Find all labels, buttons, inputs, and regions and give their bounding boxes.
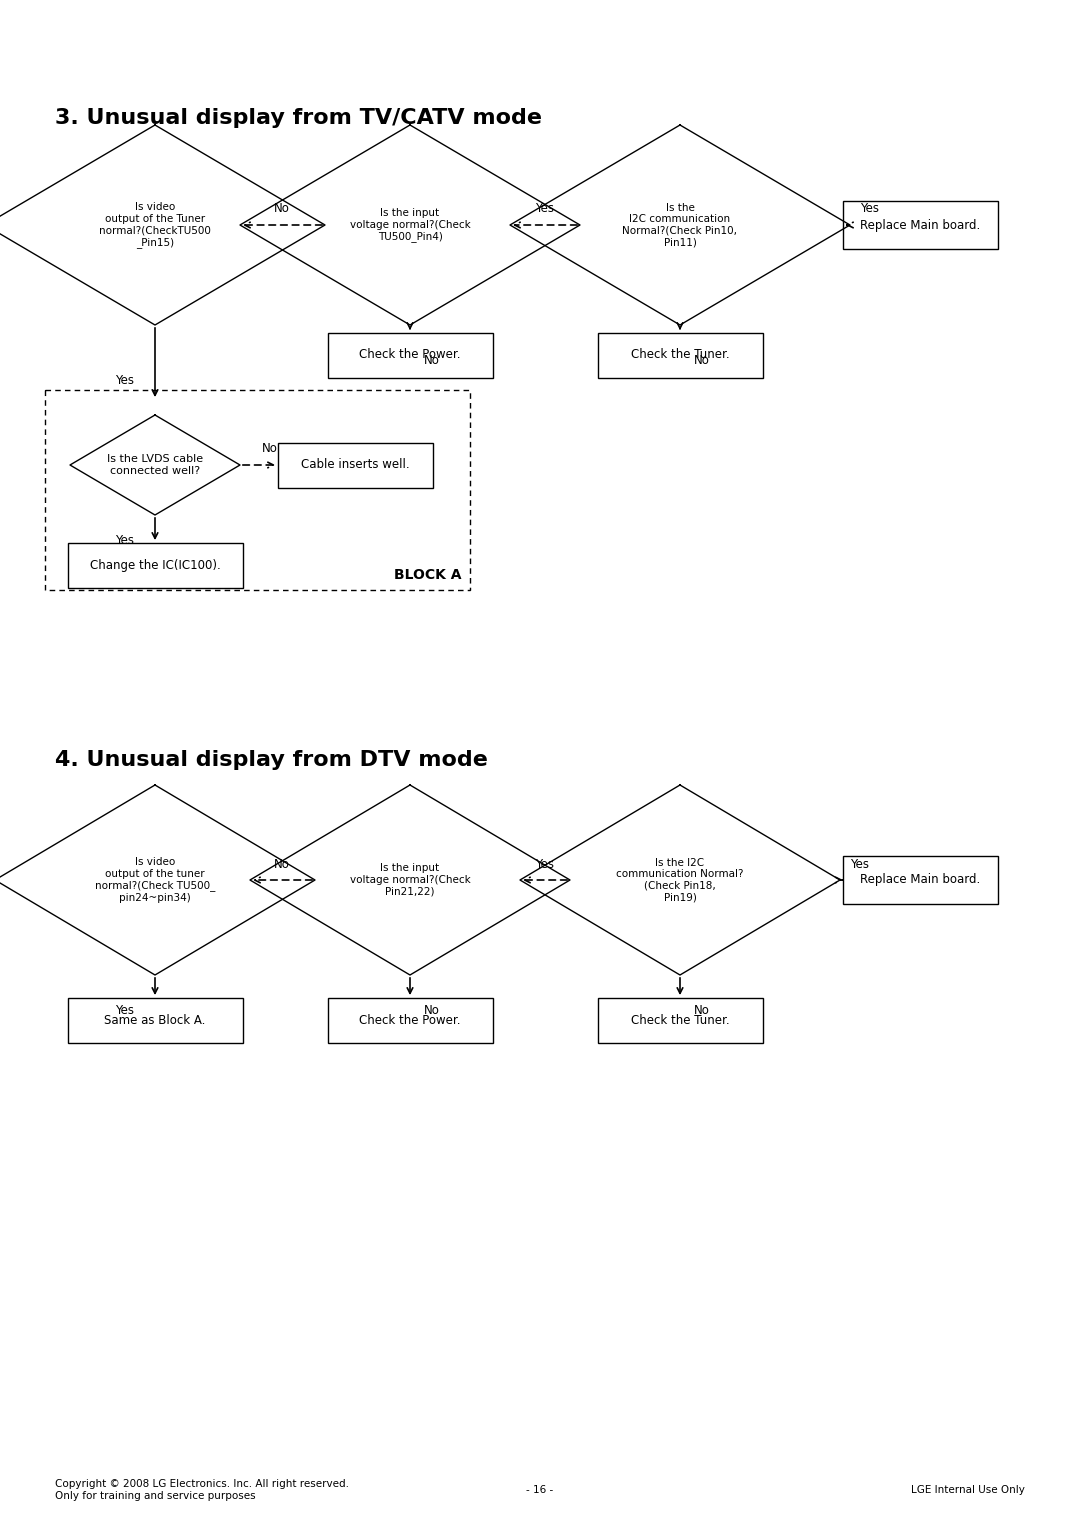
Text: No: No [694, 1004, 710, 1016]
Text: No: No [274, 857, 289, 871]
Bar [67, 542, 243, 587]
Text: Is the I2C
communication Normal?
(Check Pin18,
Pin19): Is the I2C communication Normal? (Check … [617, 857, 744, 903]
Text: Cable inserts well.: Cable inserts well. [300, 458, 409, 472]
Text: Replace Main board.: Replace Main board. [860, 874, 981, 886]
Text: Same as Block A.: Same as Block A. [105, 1013, 205, 1027]
Text: Is video
output of the Tuner
normal?(CheckTU500
_Pin15): Is video output of the Tuner normal?(Che… [99, 202, 211, 248]
Text: Yes: Yes [851, 857, 869, 871]
Bar [842, 856, 998, 905]
Text: Check the Power.: Check the Power. [360, 348, 461, 362]
Text: 4. Unusual display from DTV mode: 4. Unusual display from DTV mode [55, 750, 488, 770]
Text: Yes: Yes [116, 373, 135, 387]
Text: Is the input
voltage normal?(Check
Pin21,22): Is the input voltage normal?(Check Pin21… [350, 863, 471, 897]
Text: Replace Main board.: Replace Main board. [860, 219, 981, 232]
Bar [842, 202, 998, 249]
Text: Check the Tuner.: Check the Tuner. [631, 1013, 729, 1027]
Text: Yes: Yes [116, 533, 135, 547]
Text: Is video
output of the tuner
normal?(Check TU500_
pin24~pin34): Is video output of the tuner normal?(Che… [95, 857, 215, 903]
Text: LGE Internal Use Only: LGE Internal Use Only [912, 1485, 1025, 1494]
Text: Yes: Yes [116, 1004, 135, 1016]
Text: No: No [274, 203, 289, 215]
Bar [597, 333, 762, 377]
Bar [597, 998, 762, 1042]
Text: No: No [694, 353, 710, 367]
Text: BLOCK A: BLOCK A [394, 568, 462, 582]
Text: Yes: Yes [536, 857, 554, 871]
Text: Is the input
voltage normal?(Check
TU500_Pin4): Is the input voltage normal?(Check TU500… [350, 208, 471, 241]
Text: Copyright © 2008 LG Electronics. Inc. All right reserved.
Only for training and : Copyright © 2008 LG Electronics. Inc. Al… [55, 1479, 349, 1500]
Text: - 16 -: - 16 - [526, 1485, 554, 1494]
Bar [45, 390, 470, 590]
Text: 3. Unusual display from TV/CATV mode: 3. Unusual display from TV/CATV mode [55, 108, 542, 128]
Text: Check the Tuner.: Check the Tuner. [631, 348, 729, 362]
Text: Is the LVDS cable
connected well?: Is the LVDS cable connected well? [107, 454, 203, 475]
Text: Check the Power.: Check the Power. [360, 1013, 461, 1027]
Text: No: No [424, 353, 440, 367]
Text: Yes: Yes [536, 203, 554, 215]
Text: Yes: Yes [861, 203, 879, 215]
Bar [327, 998, 492, 1042]
Bar [327, 333, 492, 377]
Text: Is the
I2C communication
Normal?(Check Pin10,
Pin11): Is the I2C communication Normal?(Check P… [622, 203, 738, 248]
Bar [278, 443, 432, 487]
Bar [67, 998, 243, 1042]
Text: Change the IC(IC100).: Change the IC(IC100). [90, 559, 220, 571]
Text: No: No [424, 1004, 440, 1016]
Text: No: No [262, 443, 278, 455]
